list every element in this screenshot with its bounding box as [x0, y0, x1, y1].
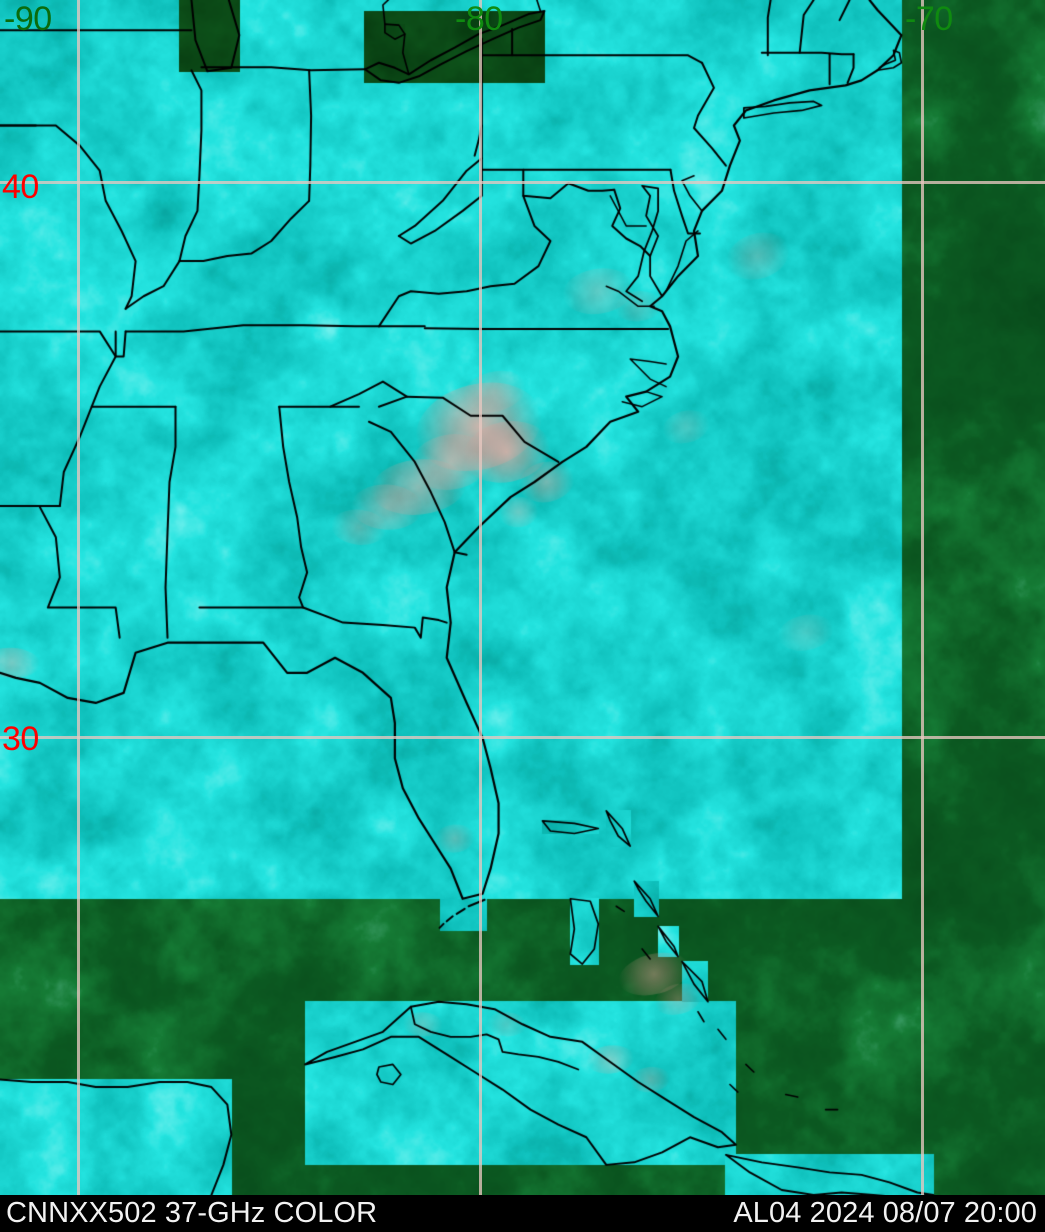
- storm-timestamp-label: AL04 2024 08/07 20:00: [733, 1197, 1037, 1229]
- satellite-image-panel: -90 -80 -70 40 30: [0, 0, 1045, 1195]
- status-bar: CNNXX502 37-GHz COLOR AL04 2024 08/07 20…: [0, 1195, 1045, 1232]
- product-label: CNNXX502 37-GHz COLOR: [6, 1197, 378, 1229]
- satellite-imagery-canvas: [0, 0, 1045, 1195]
